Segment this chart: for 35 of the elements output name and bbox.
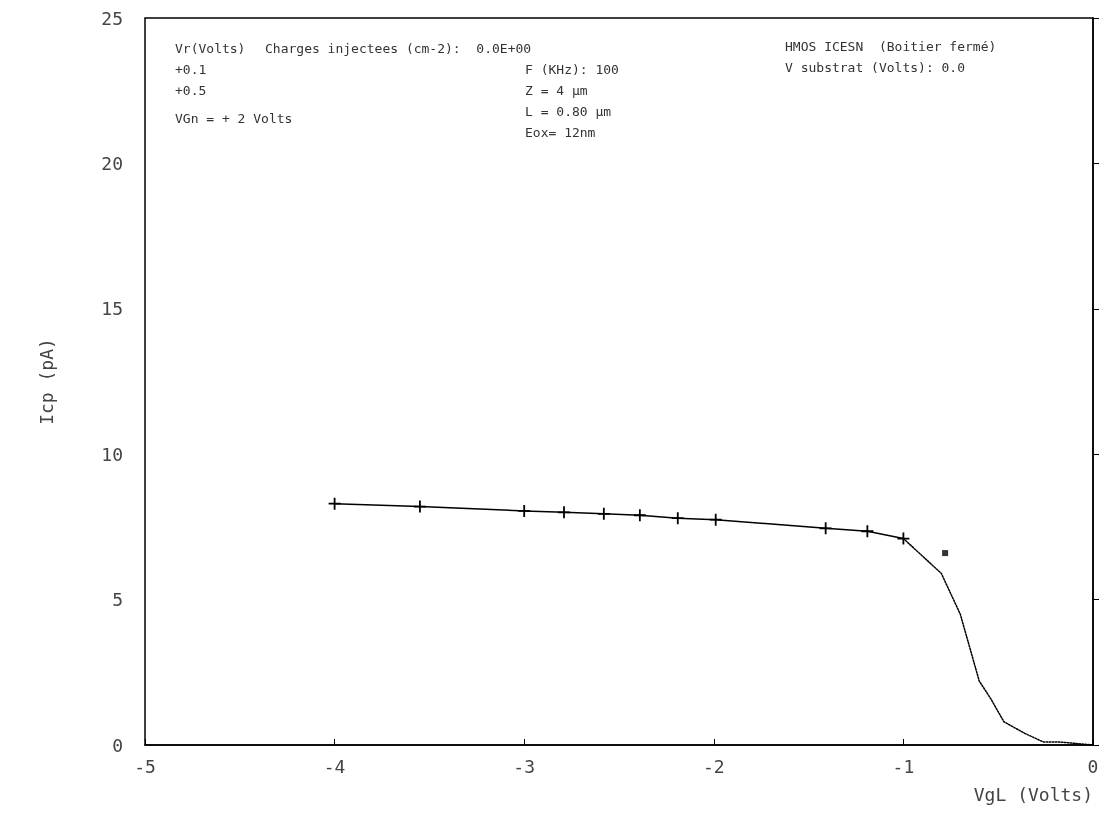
y-tick-label: 25 [101, 7, 123, 29]
x-tick-label: 0 [1087, 755, 1099, 777]
y-tick-label: 20 [101, 152, 123, 174]
point [633, 509, 646, 522]
y-tick-label: 15 [101, 298, 123, 320]
annotation: Vr(Volts) [175, 41, 246, 56]
point [709, 513, 722, 526]
annotation: VGn = + 2 Volts [175, 111, 293, 126]
annotation: +0.1 [175, 62, 207, 77]
y-tick-label: 0 [112, 734, 123, 756]
x-tick-label: -2 [702, 755, 725, 777]
y-tick-label: 5 [112, 589, 123, 611]
annotation: F (KHz): 100 [525, 62, 619, 77]
x-tick-label: -5 [134, 755, 156, 777]
x-tick-label: -3 [513, 755, 536, 777]
annotation: Charges injectees (cm-2): 0.0E+00 [265, 41, 532, 56]
annotation: L = 0.80 µm [525, 104, 612, 119]
annotation: V substrat (Volts): 0.0 [785, 60, 966, 75]
annotation: +0.5 [175, 83, 207, 98]
point [671, 512, 684, 525]
point [558, 506, 571, 519]
annotation: Eox= 12nm [525, 125, 596, 140]
y-axis-title: Icp (pA) [35, 338, 57, 425]
point [861, 525, 874, 538]
point [328, 497, 341, 510]
x-tick-label: -4 [323, 755, 346, 777]
annotation: Z = 4 µm [525, 83, 588, 98]
annotation: HMOS ICESN (Boitier fermé) [785, 39, 997, 54]
x-tick-label: -1 [892, 755, 915, 777]
x-axis-title: VgL (Volts) [973, 783, 1093, 805]
point [597, 507, 610, 520]
point [942, 550, 949, 557]
y-tick-label: 10 [101, 443, 123, 465]
point [518, 504, 531, 517]
point [819, 522, 832, 535]
